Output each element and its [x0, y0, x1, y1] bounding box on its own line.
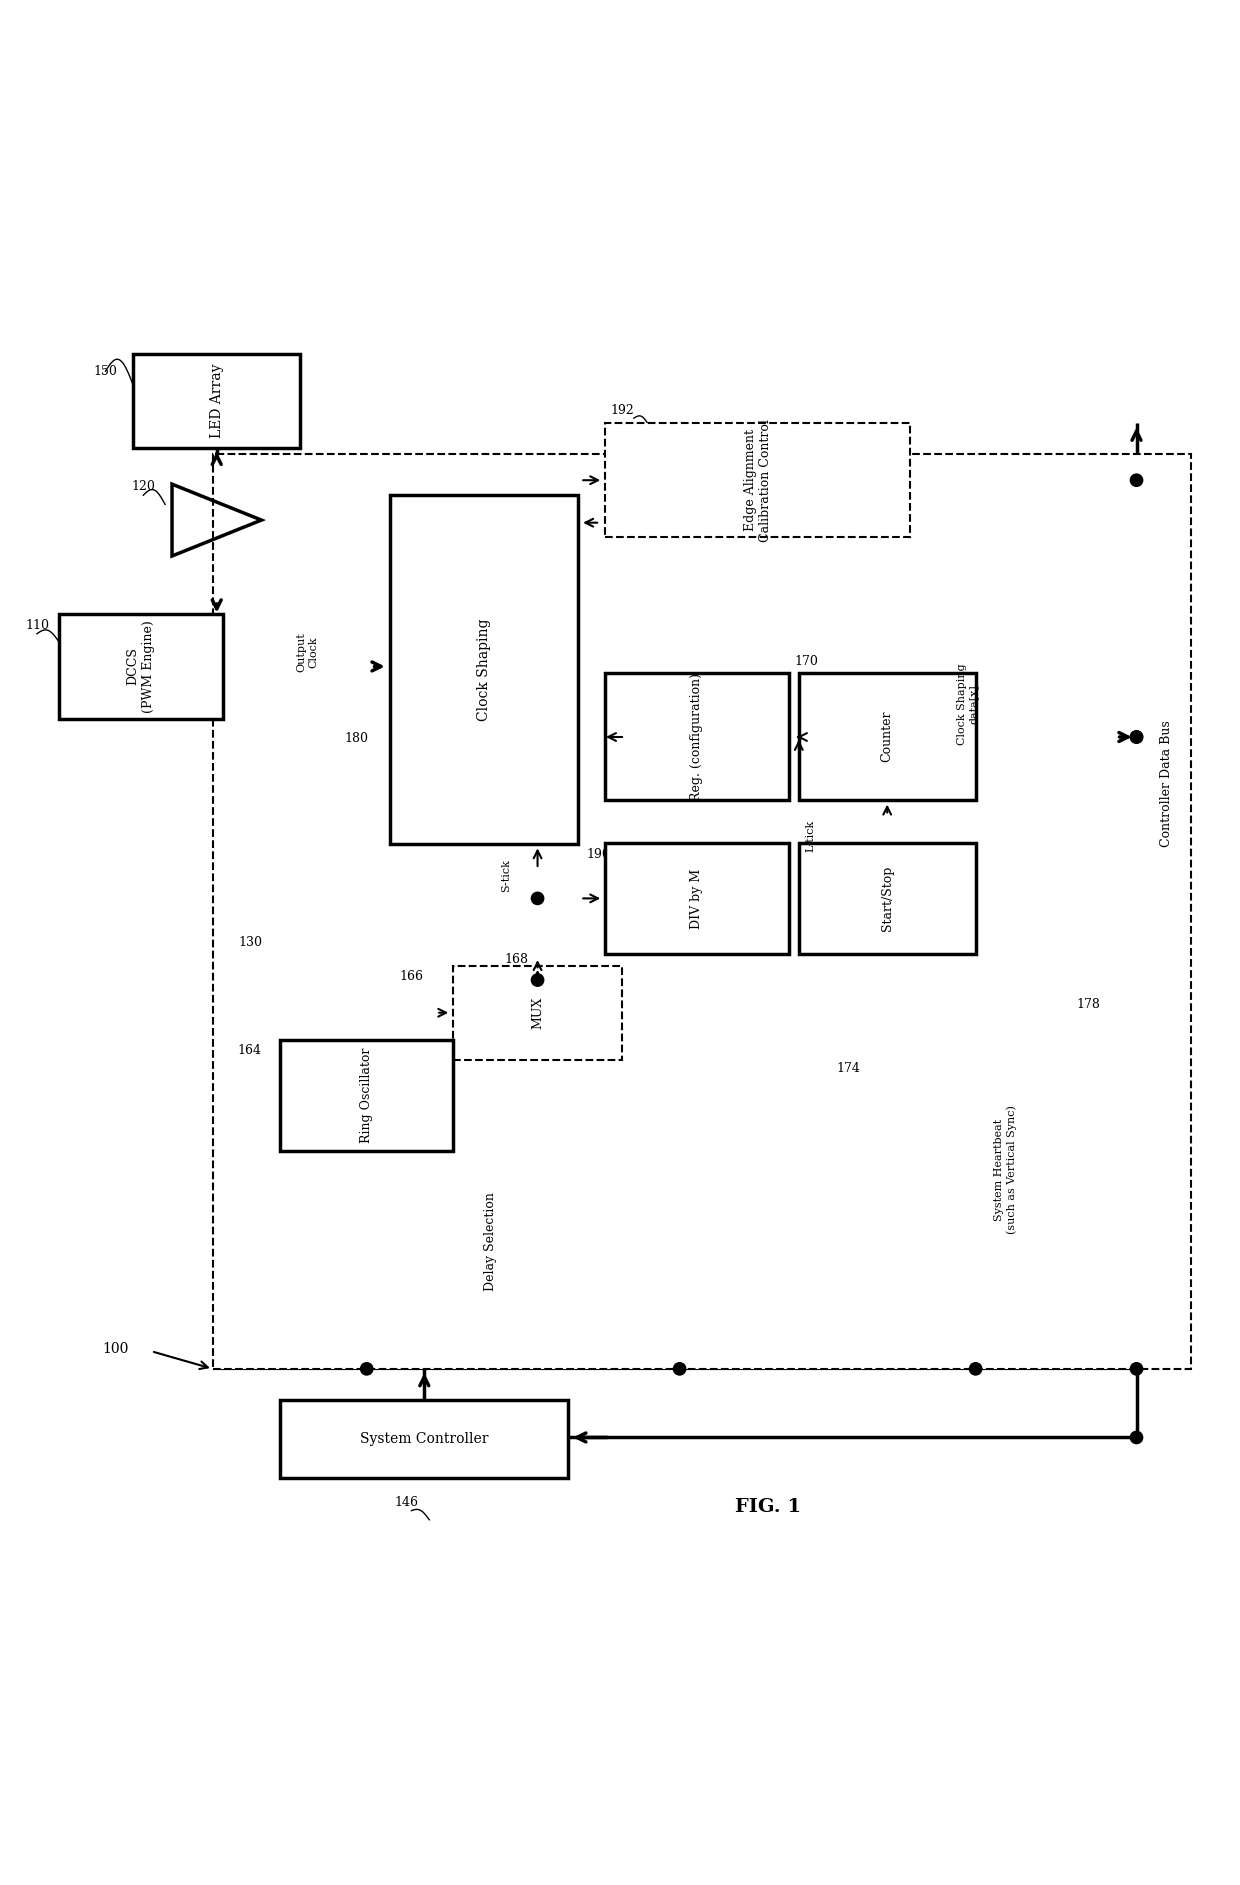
- Text: Clock Shaping: Clock Shaping: [477, 618, 491, 720]
- Text: 170: 170: [795, 654, 818, 667]
- Text: Edge Alignment
Calibration Control: Edge Alignment Calibration Control: [744, 418, 771, 541]
- FancyBboxPatch shape: [58, 615, 223, 718]
- Text: Ring Oscillator: Ring Oscillator: [360, 1048, 373, 1144]
- Circle shape: [532, 892, 543, 905]
- FancyBboxPatch shape: [605, 843, 789, 954]
- Text: LED Array: LED Array: [210, 364, 223, 437]
- Text: Start/Stop: Start/Stop: [880, 865, 894, 931]
- Text: 168: 168: [505, 952, 528, 965]
- Text: 190: 190: [587, 848, 610, 861]
- FancyBboxPatch shape: [453, 965, 622, 1059]
- Text: 110: 110: [25, 620, 48, 633]
- FancyBboxPatch shape: [280, 1399, 568, 1478]
- Circle shape: [1131, 731, 1143, 743]
- Circle shape: [970, 1363, 982, 1374]
- Text: L-tick: L-tick: [806, 820, 816, 852]
- Text: Clock Shaping
data[x]: Clock Shaping data[x]: [957, 664, 978, 745]
- FancyBboxPatch shape: [389, 496, 578, 844]
- Text: 180: 180: [345, 731, 368, 745]
- Text: DIV by M: DIV by M: [691, 869, 703, 929]
- Circle shape: [673, 1363, 686, 1374]
- Text: 150: 150: [93, 364, 118, 377]
- FancyBboxPatch shape: [605, 424, 910, 537]
- Text: 192: 192: [610, 403, 634, 417]
- FancyBboxPatch shape: [605, 673, 789, 801]
- Text: Reg. (configuration): Reg. (configuration): [691, 673, 703, 801]
- Text: DCCS
(PWM Engine): DCCS (PWM Engine): [126, 620, 155, 713]
- Circle shape: [1131, 1363, 1143, 1374]
- FancyBboxPatch shape: [213, 454, 1192, 1369]
- Text: Counter: Counter: [880, 711, 894, 762]
- Text: 120: 120: [131, 479, 155, 492]
- FancyBboxPatch shape: [133, 354, 300, 447]
- Text: 130: 130: [238, 935, 263, 948]
- Text: 178: 178: [1076, 999, 1101, 1012]
- Circle shape: [1131, 1431, 1143, 1444]
- FancyBboxPatch shape: [280, 1041, 453, 1152]
- Text: MUX: MUX: [531, 997, 544, 1029]
- Text: 174: 174: [837, 1061, 861, 1074]
- Text: S-tick: S-tick: [501, 860, 511, 892]
- Text: FIG. 1: FIG. 1: [735, 1497, 801, 1516]
- Text: Output
Clock: Output Clock: [296, 631, 317, 671]
- Text: Delay Selection: Delay Selection: [485, 1191, 497, 1291]
- Text: System Controller: System Controller: [360, 1433, 489, 1446]
- Text: 146: 146: [394, 1497, 418, 1510]
- Text: System Heartbeat
(such as Vertical Sync): System Heartbeat (such as Vertical Sync): [994, 1105, 1017, 1235]
- Circle shape: [1131, 473, 1143, 486]
- Text: Controller Data Bus: Controller Data Bus: [1159, 720, 1173, 848]
- FancyBboxPatch shape: [799, 843, 976, 954]
- Text: 166: 166: [399, 969, 423, 982]
- Text: 100: 100: [102, 1342, 129, 1355]
- Circle shape: [532, 975, 543, 986]
- Circle shape: [1131, 731, 1143, 743]
- FancyBboxPatch shape: [799, 673, 976, 801]
- Circle shape: [361, 1363, 373, 1374]
- Text: 164: 164: [238, 1044, 262, 1057]
